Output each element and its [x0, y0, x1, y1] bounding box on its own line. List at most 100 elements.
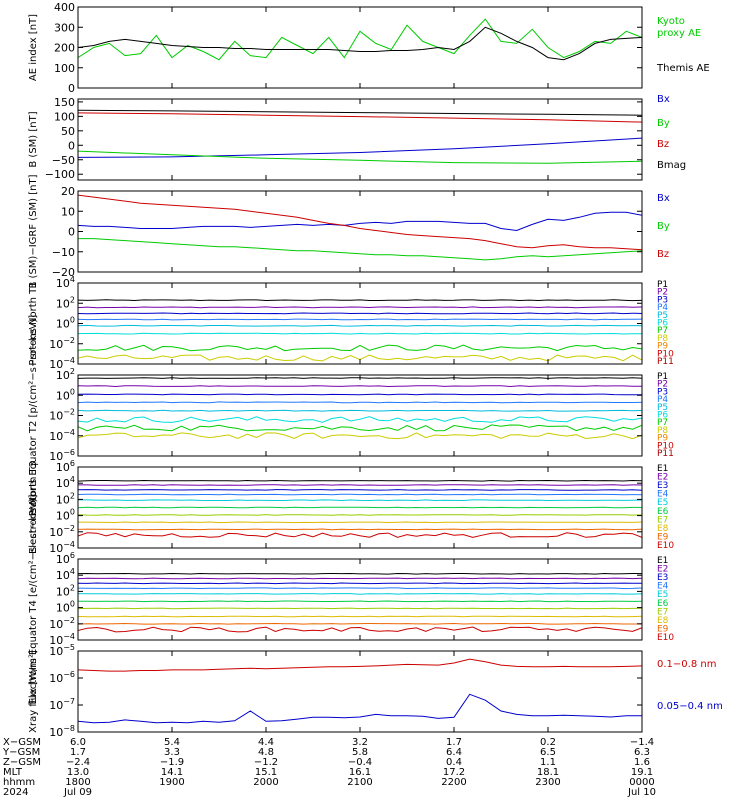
- series-line-e7: [78, 607, 642, 610]
- legend-entry: P1: [657, 372, 668, 382]
- legend-entry: Bz: [657, 139, 669, 150]
- x-axis-cell: 3.2: [352, 737, 368, 748]
- y-tick-label: 10−5: [49, 643, 75, 658]
- x-axis-row-label: Z−GSM: [3, 757, 41, 768]
- x-axis-cell: 2200: [441, 777, 466, 788]
- x-axis-cell: 6.4: [446, 747, 462, 758]
- legend-entry: E4: [657, 490, 669, 500]
- y-axis-label: B (SM) [nT]: [28, 111, 39, 167]
- legend-entry: 0.1−0.8 nm: [657, 659, 716, 670]
- x-axis-cell: 0.2: [540, 737, 556, 748]
- series-line-themis-ae: [78, 26, 642, 61]
- legend-entry: Themis AE: [656, 63, 710, 74]
- series-line-e7: [78, 514, 642, 516]
- y-tick-label: 102: [56, 295, 75, 310]
- series-line-bz: [78, 194, 642, 251]
- x-axis-row-label: MLT: [3, 767, 23, 778]
- x-axis-cell: −0.4: [348, 757, 372, 768]
- y-tick-label: 10−2: [49, 616, 75, 631]
- legend-entry: P7: [657, 326, 668, 336]
- legend-entry: P6: [657, 319, 668, 329]
- legend-entry: E10: [657, 633, 674, 643]
- series-line-p2: [78, 385, 642, 388]
- x-axis-cell: 6.3: [634, 747, 650, 758]
- x-axis-cell: 13.0: [67, 767, 89, 778]
- x-axis-cell: 18.1: [537, 767, 559, 778]
- x-axis-cell: 2000: [253, 777, 278, 788]
- series-line-e4: [78, 493, 642, 496]
- x-axis-cell: 19.1: [631, 767, 653, 778]
- legend-entry: E9: [657, 624, 669, 634]
- x-axis-cell: −1.4: [630, 737, 654, 748]
- series-line-e6: [78, 506, 642, 509]
- y-axis-label: Electrons Equator T4 [e/(cm²−s−sr−keV)]: [28, 494, 39, 704]
- panel-frame: [77, 374, 643, 457]
- x-axis-cell: 0000: [629, 777, 654, 788]
- series-line-p6: [78, 416, 642, 423]
- series-line-by: [78, 150, 642, 164]
- legend-entry: E5: [657, 498, 668, 508]
- y-tick-label: 10−2: [49, 336, 75, 351]
- series-line-e2: [78, 484, 642, 486]
- legend-entry: E9: [657, 532, 669, 542]
- y-tick-label: 100: [56, 600, 75, 615]
- legend-entry: E3: [657, 573, 668, 583]
- series-line-e10: [78, 532, 642, 538]
- y-tick-label: 100: [54, 110, 75, 123]
- legend-entry: P8: [657, 426, 668, 436]
- y-axis-label: Protons Equator T2 [p/(cm²−s−sr−keV)]: [28, 315, 39, 517]
- legend-entry: 0.05−0.4 nm: [657, 701, 723, 712]
- series-line-p7: [78, 344, 642, 352]
- series-line-p3: [78, 312, 642, 315]
- x-axis-cell: 1.6: [634, 757, 650, 768]
- series-line-p8: [78, 432, 642, 440]
- x-axis-cell: 1800: [65, 777, 90, 788]
- series-line-bz: [78, 112, 642, 123]
- y-tick-label: 104: [56, 567, 75, 582]
- x-axis-cell: 6.0: [70, 737, 86, 748]
- y-tick-label: 100: [56, 387, 75, 402]
- series-line-e10: [78, 626, 642, 633]
- x-axis-cell: 14.1: [161, 767, 183, 778]
- y-tick-label: 150: [54, 96, 75, 109]
- series-line-e8: [78, 615, 642, 618]
- y-tick-label: 102: [56, 367, 75, 382]
- x-axis-cell: 3.3: [164, 747, 180, 758]
- legend-entry: Bmag: [657, 160, 686, 171]
- series-line-bx: [78, 137, 642, 158]
- x-axis-cell: 16.1: [349, 767, 371, 778]
- legend-entry: E4: [657, 582, 669, 592]
- y-axis-label: Xray flux [W/m²]: [28, 650, 39, 733]
- legend-entry: P7: [657, 418, 668, 428]
- x-axis-cell: 6.5: [540, 747, 556, 758]
- series-line-kyoto-proxy-ae: [78, 18, 642, 61]
- y-tick-label: 102: [56, 491, 75, 506]
- y-tick-label: −100: [45, 168, 75, 181]
- x-axis-cell: 5.8: [352, 747, 368, 758]
- legend-entry: E6: [657, 599, 669, 609]
- x-axis-row-label: X−GSM: [3, 737, 41, 748]
- y-axis-label: B (SM)−IGRF (SM) [nT]: [28, 174, 39, 288]
- y-tick-label: 0: [68, 226, 75, 239]
- panel-frame: [77, 650, 643, 733]
- panel-3: −20 −10 0 10 20 B (SM)−IGRF (SM) [nT] Bx By Bz: [28, 174, 670, 288]
- y-tick-label: 106: [56, 551, 75, 566]
- legend-entry: E2: [657, 565, 668, 575]
- y-tick-label: 100: [56, 508, 75, 523]
- legend-entry: E7: [657, 607, 668, 617]
- series-line-p1: [78, 299, 642, 302]
- y-axis-label: AE index [nT]: [28, 14, 39, 81]
- y-tick-label: 10−6: [49, 670, 75, 685]
- legend-entry: E1: [657, 556, 668, 566]
- legend-entry: P5: [657, 311, 668, 321]
- y-tick-label: 10−7: [49, 697, 75, 712]
- y-axis-label: Protons North T1: [28, 281, 39, 365]
- y-tick-label: 10−2: [49, 408, 75, 423]
- y-tick-label: 10−2: [49, 524, 75, 539]
